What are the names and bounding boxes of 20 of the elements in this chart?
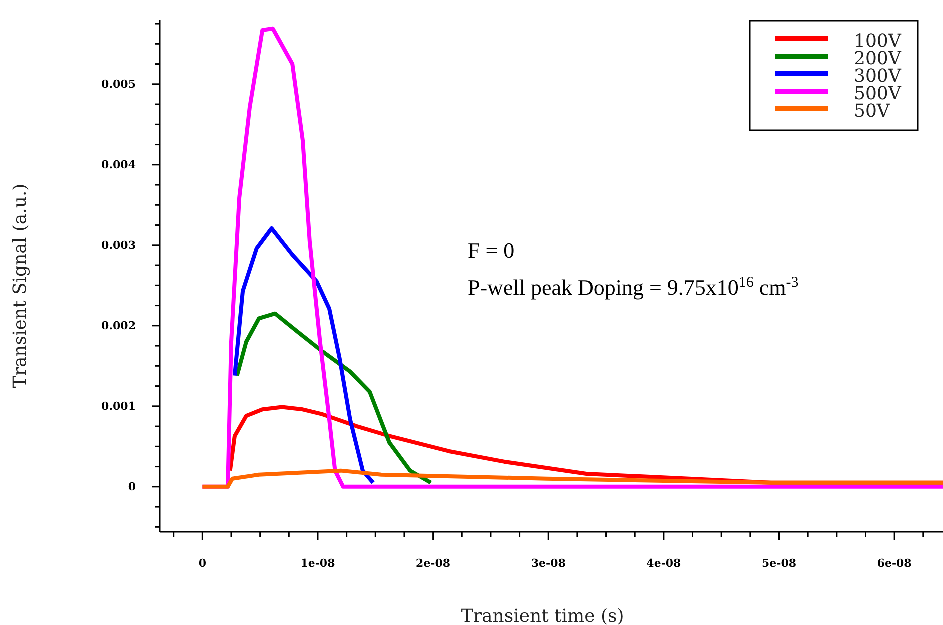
y-tick-label: 0.001 xyxy=(102,400,136,413)
y-tick-label: 0.004 xyxy=(102,158,136,172)
y-tick-label: 0 xyxy=(128,480,136,494)
x-tick-label: 2e-08 xyxy=(416,557,451,570)
x-tick-label: 3e-08 xyxy=(531,557,566,570)
annotation: P-well peak Doping = 9.75x10$^{16}$ cm$^{-3}$ xyxy=(468,275,799,300)
y-tick-label: 0.005 xyxy=(102,78,136,91)
line-series xyxy=(232,226,376,485)
x-axis-title: Transient time (s) xyxy=(461,606,624,625)
y-tick-label: 0.003 xyxy=(102,238,136,252)
x-tick-label: 0 xyxy=(198,557,207,570)
line-series xyxy=(200,468,943,489)
y-axis-title: Transient Signal (a.u.) xyxy=(10,184,31,388)
line-series xyxy=(235,312,433,485)
x-tick-label: 4e-08 xyxy=(646,557,682,570)
annotation: F = 0 xyxy=(468,238,515,263)
x-tick-label: 1e-08 xyxy=(300,557,336,570)
x-tick-label: 6e-08 xyxy=(877,557,912,570)
y-tick-label: 0.002 xyxy=(102,319,136,332)
x-tick-label: 5e-08 xyxy=(762,557,797,570)
